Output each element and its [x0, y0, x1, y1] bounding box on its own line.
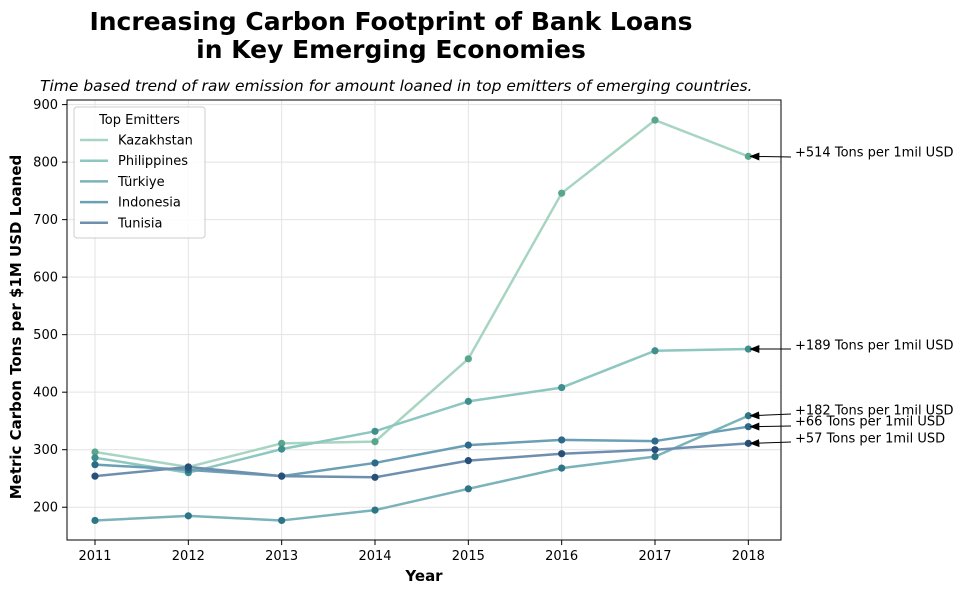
annotation-arrow	[749, 422, 792, 431]
chart-title-line-1: Increasing Carbon Footprint of Bank Loan…	[89, 7, 693, 36]
legend-entry-label: Kazakhstan	[118, 134, 193, 149]
series-line	[94, 118, 749, 469]
x-tick-label: 2017	[638, 549, 671, 564]
y-tick-label: 500	[33, 328, 58, 343]
annotation-label: +514 Tons per 1mil USD	[795, 146, 953, 161]
annotation-arrow	[749, 411, 792, 420]
data-point	[91, 461, 99, 469]
legend-entry-label: Indonesia	[118, 196, 181, 211]
annotation-label: +66 Tons per 1mil USD	[795, 415, 945, 430]
data-point	[651, 437, 659, 445]
data-point	[278, 472, 286, 480]
data-point	[371, 438, 379, 446]
chart-subtitle: Time based trend of raw emission for amo…	[40, 77, 753, 95]
x-tick-label: 2012	[172, 549, 205, 564]
y-tick-label: 200	[33, 501, 58, 516]
legend-entry-label: Philippines	[118, 154, 188, 169]
x-tick-label: 2011	[78, 549, 111, 564]
y-tick-label: 600	[33, 271, 58, 286]
legend: Top Emitters Kazakhstan Philippines Türkiye…	[73, 106, 206, 239]
series-line	[94, 442, 749, 479]
data-point	[651, 453, 659, 461]
data-point	[464, 485, 472, 493]
y-tick-label: 800	[33, 156, 58, 171]
data-point	[278, 439, 286, 447]
x-tick-label: 2015	[452, 549, 485, 564]
legend-title: Top Emitters	[98, 113, 180, 128]
data-point	[184, 512, 192, 520]
x-tick-label: 2013	[265, 549, 298, 564]
data-point	[371, 506, 379, 514]
data-point	[651, 446, 659, 454]
data-point	[371, 459, 379, 467]
data-point	[464, 441, 472, 449]
plot-frame	[66, 99, 782, 541]
annotation-label: +57 Tons per 1mil USD	[795, 432, 945, 447]
data-point	[651, 347, 659, 355]
data-point	[558, 450, 566, 458]
y-axis-label: Metric Carbon Tons per $1M USD Loaned	[7, 155, 25, 500]
data-point	[464, 397, 472, 405]
series-markers	[91, 116, 752, 525]
y-tick-label: 900	[33, 98, 58, 113]
chart-title-line-2: in Key Emerging Economies	[196, 35, 586, 64]
x-tick-label: 2018	[732, 549, 765, 564]
data-point	[558, 189, 566, 197]
x-tick-label: 2014	[358, 549, 391, 564]
annotation-arrow	[749, 439, 792, 448]
annotation-arrow	[749, 152, 792, 161]
data-point	[278, 445, 286, 453]
y-tick-label: 300	[33, 443, 58, 458]
annotation-label: +182 Tons per 1mil USD	[795, 404, 953, 419]
data-point	[91, 472, 99, 480]
data-point	[278, 516, 286, 525]
x-axis-label: Year	[404, 567, 443, 585]
series-lines	[94, 118, 749, 522]
data-point	[91, 516, 99, 525]
annotations: +514 Tons per 1mil USD +189 Tons per 1mil…	[749, 146, 953, 448]
data-point	[371, 427, 379, 435]
series-line	[94, 425, 749, 478]
data-point	[558, 383, 566, 392]
y-tick-label: 700	[33, 213, 58, 228]
data-point	[371, 473, 379, 481]
x-tick-label: 2016	[545, 549, 578, 564]
data-point	[464, 355, 472, 363]
axes: 2011 2012 2013 2014 2015 2016 2017 2018 200 300 40…	[7, 98, 782, 585]
legend-entry-label: Tunisia	[117, 216, 162, 231]
y-tick-label: 400	[33, 386, 58, 401]
data-point	[184, 463, 192, 471]
series-line	[94, 414, 749, 522]
data-point	[558, 436, 566, 444]
data-point	[91, 454, 99, 462]
data-point	[558, 464, 566, 472]
data-point	[91, 448, 99, 456]
legend-entry-label: Türkiye	[117, 175, 165, 190]
data-point	[651, 116, 659, 124]
annotation-label: +189 Tons per 1mil USD	[795, 339, 953, 354]
data-point	[464, 457, 472, 465]
